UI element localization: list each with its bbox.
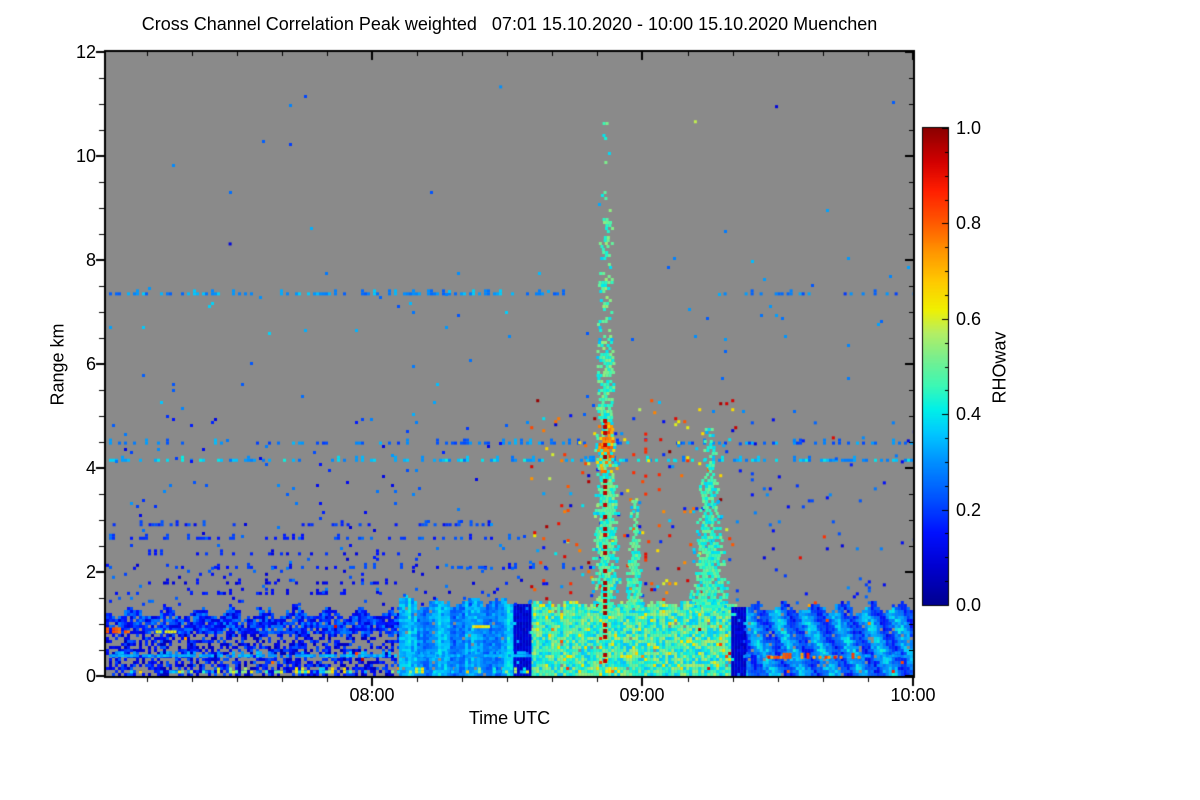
colorbar-tick-label: 0.4 [956, 404, 982, 424]
colorbar-tick-label: 0.8 [956, 213, 982, 233]
y-tick-label: 10 [75, 146, 96, 166]
colorbar-tick-label: 1.0 [956, 118, 982, 138]
y-tick-label: 0 [85, 666, 96, 686]
x-tick-label: 10:00 [890, 685, 936, 705]
chart-title: Cross Channel Correlation Peak weighted … [141, 14, 878, 34]
y-tick-label: 4 [85, 458, 96, 478]
x-tick-label: 09:00 [619, 685, 665, 705]
colorbar-tick-label: 0.2 [956, 500, 982, 520]
y-tick-label: 12 [75, 42, 96, 62]
y-tick-label: 2 [85, 562, 96, 582]
x-tick-label: 08:00 [349, 685, 395, 705]
colorbar-tick-label: 0.0 [956, 595, 982, 615]
x-axis-label: Time UTC [468, 708, 551, 728]
colorbar-tick-label: 0.6 [956, 309, 982, 329]
y-tick-label: 8 [85, 250, 96, 270]
y-tick-label: 6 [85, 354, 96, 374]
